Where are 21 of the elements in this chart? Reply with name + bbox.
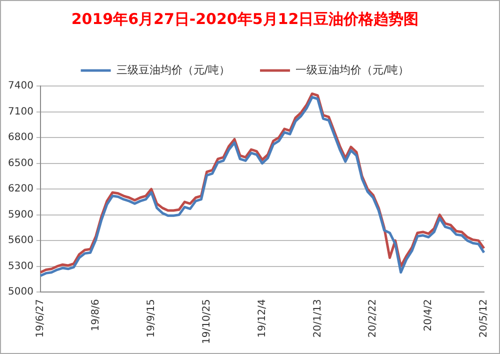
legend-label: 一级豆油均价（元/吨） (296, 63, 410, 76)
x-tick-label: 20/1/13 (312, 299, 324, 338)
y-tick-label: 5000 (8, 286, 34, 298)
x-tick-label: 19/8/6 (90, 299, 102, 332)
x-tick-label: 20/4/2 (423, 299, 434, 332)
y-tick-label: 6200 (8, 184, 34, 195)
y-tick-label: 5900 (8, 209, 34, 220)
x-tick-label: 20/5/12 (478, 299, 490, 338)
x-tick-label: 19/10/25 (201, 299, 212, 344)
chart-title: 2019年6月27日-2020年5月12日豆油价格趋势图 (71, 10, 419, 28)
y-tick-label: 5300 (8, 260, 34, 272)
y-tick-label: 5600 (8, 235, 34, 246)
y-tick-label: 6500 (8, 158, 34, 169)
x-tick-label: 19/6/27 (35, 299, 46, 338)
x-tick-label: 19/9/15 (146, 299, 157, 338)
y-tick-label: 7400 (8, 80, 34, 92)
legend-label: 三级豆油均价（元/吨） (116, 63, 230, 76)
x-tick-label: 20/2/22 (368, 299, 379, 338)
y-tick-label: 6800 (8, 132, 34, 144)
y-tick-label: 7100 (8, 106, 34, 118)
x-tick-label: 19/12/4 (256, 299, 268, 338)
